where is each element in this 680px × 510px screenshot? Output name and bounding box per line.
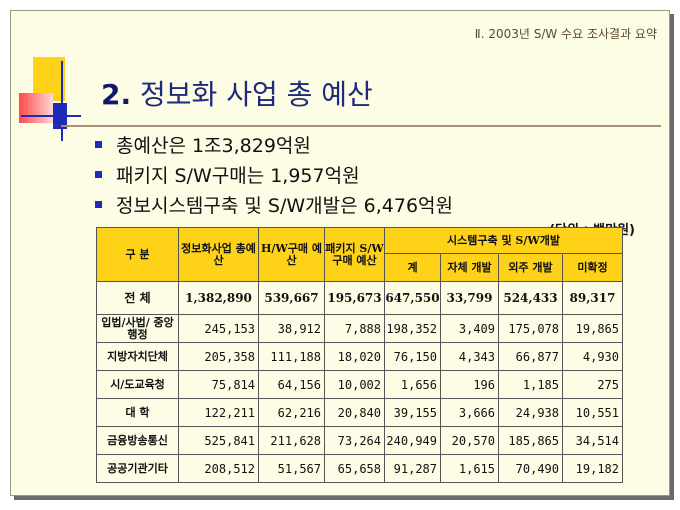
title-number: 2. bbox=[101, 78, 132, 111]
table-cell: 1,615 bbox=[440, 454, 499, 483]
table-cell: 19,865 bbox=[562, 314, 623, 343]
header-category: 구 분 bbox=[96, 227, 179, 282]
table-row: 대 학 122,211 62,216 20,840 39,155 3,666 24,938 1… bbox=[96, 398, 623, 427]
table-cell: 76,150 bbox=[384, 342, 441, 371]
table-cell: 525,841 bbox=[178, 426, 259, 455]
header-note: Ⅱ. 2003년 S/W 수요 조사결과 요약 bbox=[474, 27, 657, 41]
table-cell: 1,656 bbox=[384, 370, 441, 399]
row-label: 지방자치단체 bbox=[96, 342, 179, 371]
table-row: 지방자치단체 205,358 111,188 18,020 76,150 4,343 66,… bbox=[96, 342, 623, 371]
table-cell: 20,840 bbox=[324, 398, 385, 427]
row-label: 대 학 bbox=[96, 398, 179, 427]
table-cell: 175,078 bbox=[498, 314, 563, 343]
table-cell: 240,949 bbox=[384, 426, 441, 455]
table-cell: 275 bbox=[562, 370, 623, 399]
table-cell: 195,673 bbox=[324, 281, 385, 315]
table-cell: 18,020 bbox=[324, 342, 385, 371]
header-sub-outsource: 외주 개발 bbox=[498, 253, 563, 282]
table-cell: 34,514 bbox=[562, 426, 623, 455]
table-cell: 65,658 bbox=[324, 454, 385, 483]
row-label: 시/도교육청 bbox=[96, 370, 179, 399]
table-cell: 1,185 bbox=[498, 370, 563, 399]
table-row: 시/도교육청 75,814 64,156 10,002 1,656 196 1,185 275 bbox=[96, 370, 623, 399]
table-cell: 38,912 bbox=[258, 314, 325, 343]
budget-table: 구 분 정보화사업 총예산 H/W구매 예산 패키지 S/W구매 예산 시스템구… bbox=[96, 227, 623, 483]
header-total-budget: 정보화사업 총예산 bbox=[178, 227, 259, 282]
row-label: 금융방송통신 bbox=[96, 426, 179, 455]
table-cell: 73,264 bbox=[324, 426, 385, 455]
bullet-item: 정보시스템구축 및 S/W개발은 6,476억원 bbox=[95, 189, 453, 219]
table-cell: 4,930 bbox=[562, 342, 623, 371]
table-row: 전 체 1,382,890 539,667 195,673 647,550 33,799 5… bbox=[96, 281, 623, 315]
decor-red-square bbox=[19, 93, 53, 123]
bullet-item: 패키지 S/W구매는 1,957억원 bbox=[95, 159, 453, 189]
table-cell: 64,156 bbox=[258, 370, 325, 399]
table-cell: 196 bbox=[440, 370, 499, 399]
header-sub-undecided: 미확정 bbox=[562, 253, 623, 282]
table-cell: 91,287 bbox=[384, 454, 441, 483]
header-sys-group: 시스템구축 및 S/W개발 bbox=[384, 227, 623, 254]
table-cell: 208,512 bbox=[178, 454, 259, 483]
table-cell: 647,550 bbox=[384, 281, 441, 315]
header-hw: H/W구매 예산 bbox=[258, 227, 325, 282]
table-cell: 3,666 bbox=[440, 398, 499, 427]
table-cell: 51,567 bbox=[258, 454, 325, 483]
table-cell: 10,002 bbox=[324, 370, 385, 399]
table-cell: 7,888 bbox=[324, 314, 385, 343]
table-cell: 205,358 bbox=[178, 342, 259, 371]
row-label: 공공기관기타 bbox=[96, 454, 179, 483]
bullet-square-icon bbox=[95, 200, 102, 208]
header-pkg: 패키지 S/W구매 예산 bbox=[324, 227, 385, 282]
table-cell: 75,814 bbox=[178, 370, 259, 399]
title-text: 정보화 사업 총 예산 bbox=[140, 78, 373, 111]
table-cell: 20,570 bbox=[440, 426, 499, 455]
table-cell: 19,182 bbox=[562, 454, 623, 483]
table-row: 공공기관기타 208,512 51,567 65,658 91,287 1,615 70,4… bbox=[96, 454, 623, 483]
bullet-square-icon bbox=[95, 140, 102, 148]
header-sub-total: 계 bbox=[384, 253, 441, 282]
table-row: 입법/사법/ 중앙행정 245,153 38,912 7,888 198,352 3,40… bbox=[96, 314, 623, 343]
title-underline bbox=[61, 125, 661, 127]
table-cell: 4,343 bbox=[440, 342, 499, 371]
table-cell: 198,352 bbox=[384, 314, 441, 343]
bullet-square-icon bbox=[95, 170, 102, 178]
table-cell: 66,877 bbox=[498, 342, 563, 371]
header-sub-inhouse: 자체 개발 bbox=[440, 253, 499, 282]
table-cell: 539,667 bbox=[258, 281, 325, 315]
table-cell: 211,628 bbox=[258, 426, 325, 455]
slide-title: 2. 정보화 사업 총 예산 bbox=[101, 73, 373, 113]
table-cell: 185,865 bbox=[498, 426, 563, 455]
table-cell: 24,938 bbox=[498, 398, 563, 427]
table-cell: 1,382,890 bbox=[178, 281, 259, 315]
table-cell: 10,551 bbox=[562, 398, 623, 427]
decor-vertical-line bbox=[61, 61, 63, 141]
row-label: 입법/사법/ 중앙행정 bbox=[96, 314, 179, 343]
table-cell: 111,188 bbox=[258, 342, 325, 371]
table-cell: 3,409 bbox=[440, 314, 499, 343]
table-cell: 524,433 bbox=[498, 281, 563, 315]
table-cell: 33,799 bbox=[440, 281, 499, 315]
bullet-list: 총예산은 1조3,829억원 패키지 S/W구매는 1,957억원 정보시스템구… bbox=[95, 129, 453, 219]
row-label: 전 체 bbox=[96, 281, 179, 315]
table-cell: 39,155 bbox=[384, 398, 441, 427]
table-cell: 122,211 bbox=[178, 398, 259, 427]
decor-horizontal-line bbox=[21, 115, 81, 117]
table-cell: 70,490 bbox=[498, 454, 563, 483]
bullet-item: 총예산은 1조3,829억원 bbox=[95, 129, 453, 159]
table-cell: 62,216 bbox=[258, 398, 325, 427]
table-cell: 89,317 bbox=[562, 281, 623, 315]
table-row: 금융방송통신 525,841 211,628 73,264 240,949 20,570 1… bbox=[96, 426, 623, 455]
table-cell: 245,153 bbox=[178, 314, 259, 343]
